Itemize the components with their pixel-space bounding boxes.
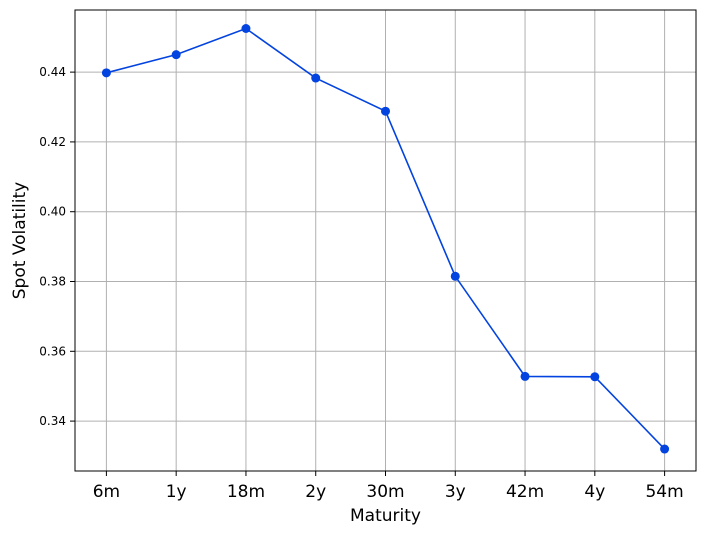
data-point [450,271,460,281]
data-point [381,106,390,116]
series [101,23,670,454]
x-tick-label: 6m [93,482,120,502]
data-point [520,371,530,381]
data-point [171,50,181,60]
x-tick-label: 18m [227,482,265,502]
y-tick-label: 0.40 [39,205,66,219]
y-axis-title: Spot Volatility [10,182,30,299]
ticks: 6m 1y 18m 2y 30m 3y 42m 4y 54m 0.34 0.36 0.38 0.40 0.… [39,65,683,502]
x-tick-label: 1y [166,482,187,502]
y-tick-label: 0.44 [39,65,66,79]
x-tick-label: 54m [645,482,683,502]
x-axis-title: Maturity [350,506,421,526]
data-point [590,372,600,382]
y-tick-label: 0.34 [39,414,66,428]
x-tick-label: 3y [445,482,466,502]
data-point [101,68,111,78]
data-point [241,23,251,33]
x-tick-label: 4y [584,482,605,502]
grid [75,10,696,471]
y-tick-label: 0.36 [39,344,66,358]
y-tick-label: 0.42 [39,135,66,149]
data-point [311,73,321,83]
x-tick-label: 2y [305,482,326,502]
y-tick-label: 0.38 [39,275,66,289]
data-point [660,444,670,454]
x-tick-label: 30m [366,482,404,502]
x-tick-label: 42m [506,482,544,502]
